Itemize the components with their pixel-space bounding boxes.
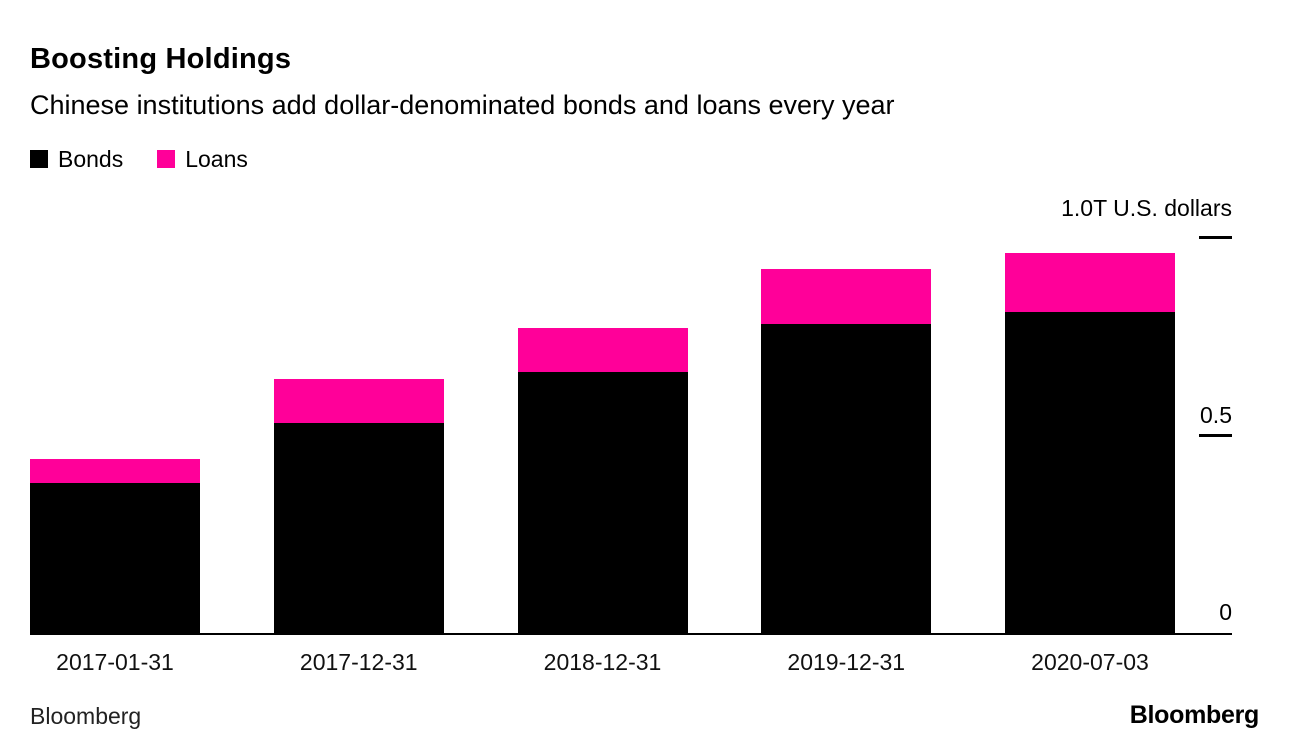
bar-stack-2020-07-03: [1005, 253, 1175, 633]
bar-segment-loans: [517, 328, 688, 372]
bar-segment-bonds: [1005, 312, 1175, 633]
bonds-swatch-icon: [30, 150, 48, 168]
bar-stack-2017-12-31: [273, 379, 444, 633]
y-tick-1.0: [1199, 236, 1232, 239]
bar-segment-bonds: [761, 324, 932, 633]
x-axis-label: 2018-12-31: [543, 649, 662, 675]
x-axis-label: 2020-07-03: [1031, 649, 1149, 675]
x-axis-labels: 2017-01-31 2017-12-31 2018-12-31 2019-12-31…: [30, 649, 1175, 675]
x-axis-label: 2019-12-31: [787, 649, 906, 675]
bar-segment-loans: [761, 269, 932, 324]
page-title: Boosting Holdings: [30, 43, 292, 75]
legend-label-bonds: Bonds: [58, 145, 124, 172]
chart-plot-area: 1.0T U.S. dollars 0.5 0: [30, 195, 1232, 635]
y-axis-label-mid: 0.5: [1200, 402, 1232, 428]
bars: [30, 237, 1175, 633]
source-credit: Bloomberg: [30, 703, 142, 729]
bloomberg-logo: Bloomberg: [1129, 701, 1260, 729]
bar-stack-2019-12-31: [761, 269, 932, 633]
bar-stack-2018-12-31: [517, 328, 688, 633]
bar-segment-loans: [1005, 253, 1175, 312]
bar-segment-loans: [273, 379, 444, 423]
footer: Bloomberg Bloomberg: [30, 701, 1259, 730]
bar-segment-bonds: [517, 372, 688, 633]
page-subtitle: Chinese institutions add dollar-denomina…: [30, 90, 895, 120]
legend-label-loans: Loans: [185, 145, 248, 172]
x-axis-line: [30, 633, 1232, 635]
y-axis-label-zero: 0: [1219, 599, 1232, 625]
bar-segment-loans: [30, 459, 200, 483]
loans-swatch-icon: [157, 150, 176, 168]
legend-item-bonds: Bonds: [30, 146, 123, 173]
y-axis-label-top: 1.0T U.S. dollars: [1061, 195, 1232, 221]
x-axis-label: 2017-01-31: [56, 649, 174, 675]
x-axis-label: 2017-12-31: [299, 649, 418, 675]
legend: Bonds Loans: [30, 146, 1259, 172]
bar-stack-2017-01-31: [30, 459, 200, 633]
bar-segment-bonds: [30, 483, 200, 633]
bar-segment-bonds: [273, 423, 444, 633]
legend-item-loans: Loans: [157, 146, 248, 173]
y-tick-0.5: [1199, 434, 1232, 437]
